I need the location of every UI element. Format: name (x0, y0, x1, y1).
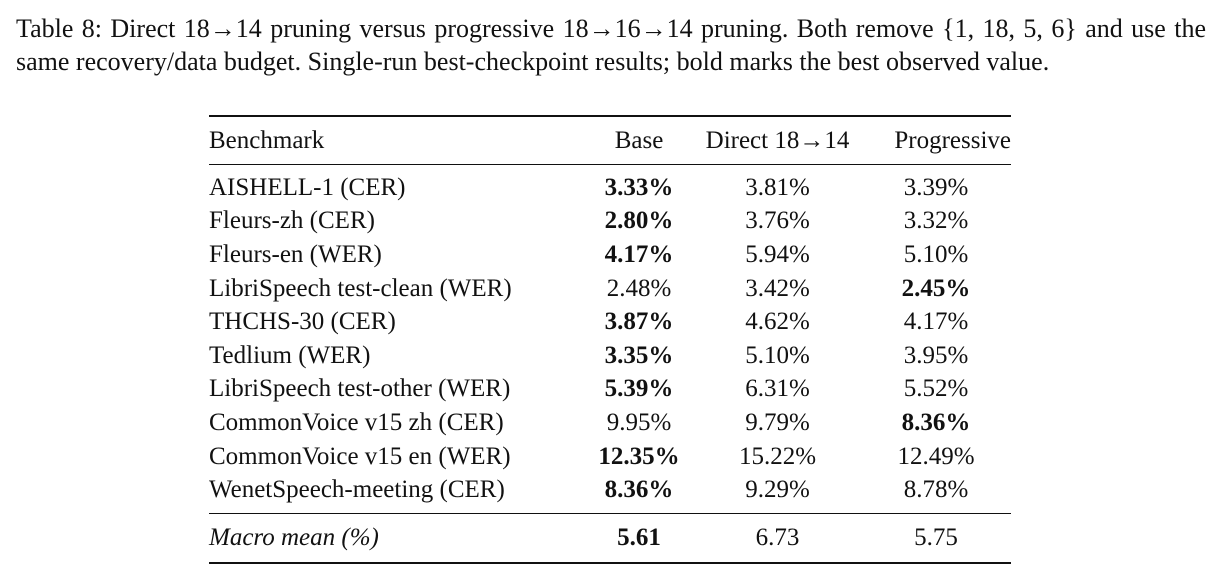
results-table: Benchmark Base Direct 18→14 Progressive … (209, 115, 1011, 564)
cell-benchmark: CommonVoice v15 zh (CER) (209, 408, 504, 436)
cell-direct: 9.79% (745, 408, 810, 436)
cell-benchmark: Tedlium (WER) (209, 341, 371, 369)
cell-base: 2.80% (604, 207, 674, 235)
header-direct: Direct 18→14 (694, 115, 861, 165)
cell-direct: 5.94% (745, 240, 810, 268)
cell-benchmark: LibriSpeech test-other (WER) (209, 375, 511, 403)
header-progressive: Progressive (861, 115, 1011, 165)
cell-benchmark: CommonVoice v15 en (WER) (209, 442, 511, 470)
macro-mean-base: 5.61 (584, 512, 694, 564)
cell-base: 8.36% (604, 476, 674, 504)
cell-base: 3.33% (604, 173, 674, 201)
cell-progressive: 8.78% (903, 476, 969, 504)
cell-benchmark: LibriSpeech test-clean (WER) (209, 274, 512, 302)
table-row: AISHELL-1 (CER) 3.33% 3.81% 3.39% (209, 165, 1011, 205)
cell-direct: 5.10% (745, 341, 810, 369)
cell-direct: 9.29% (745, 476, 810, 504)
cell-progressive: 5.52% (903, 375, 969, 403)
macro-mean-direct: 6.73 (694, 512, 861, 564)
cell-progressive: 3.95% (903, 341, 969, 369)
header-base: Base (584, 115, 694, 165)
table-row: Fleurs-zh (CER) 2.80% 3.76% 3.32% (209, 205, 1011, 239)
cell-base: 4.17% (604, 240, 674, 268)
macro-mean-label: Macro mean (%) (209, 512, 584, 564)
cell-base: 3.87% (604, 308, 674, 336)
table-caption: Table 8: Direct 18→14 pruning versus pro… (16, 14, 1206, 76)
table-row: THCHS-30 (CER) 3.87% 4.62% 4.17% (209, 305, 1011, 339)
cell-progressive: 2.45% (901, 274, 971, 302)
cell-progressive: 3.32% (903, 207, 969, 235)
cell-benchmark: Fleurs-zh (CER) (209, 207, 375, 235)
macro-mean-row: Macro mean (%) 5.61 6.73 5.75 (209, 512, 1011, 564)
cell-direct: 3.81% (745, 173, 810, 201)
macro-mean-progressive: 5.75 (861, 512, 1011, 564)
cell-benchmark: AISHELL-1 (CER) (209, 173, 406, 201)
cell-progressive: 8.36% (901, 408, 971, 436)
table-row: Fleurs-en (WER) 4.17% 5.94% 5.10% (209, 238, 1011, 272)
cell-base: 9.95% (606, 408, 672, 436)
cell-base: 12.35% (598, 442, 680, 470)
table-row: LibriSpeech test-clean (WER) 2.48% 3.42%… (209, 272, 1011, 306)
table-row: WenetSpeech-meeting (CER) 8.36% 9.29% 8.… (209, 473, 1011, 513)
table-row: CommonVoice v15 zh (CER) 9.95% 9.79% 8.3… (209, 406, 1011, 440)
cell-progressive: 4.17% (903, 308, 969, 336)
table-row: Tedlium (WER) 3.35% 5.10% 3.95% (209, 339, 1011, 373)
cell-base: 3.35% (604, 341, 674, 369)
table-row: CommonVoice v15 en (WER) 12.35% 15.22% 1… (209, 440, 1011, 474)
table-header-row: Benchmark Base Direct 18→14 Progressive (209, 115, 1011, 165)
results-table-container: Benchmark Base Direct 18→14 Progressive … (209, 115, 1011, 564)
cell-progressive: 12.49% (897, 442, 975, 470)
cell-base: 2.48% (606, 274, 672, 302)
cell-direct: 15.22% (738, 442, 817, 470)
cell-direct: 3.76% (745, 207, 810, 235)
cell-base: 5.39% (604, 375, 674, 403)
cell-direct: 3.42% (745, 274, 810, 302)
cell-progressive: 5.10% (903, 240, 969, 268)
cell-progressive: 3.39% (903, 173, 969, 201)
cell-direct: 4.62% (745, 308, 810, 336)
cell-benchmark: WenetSpeech-meeting (CER) (209, 476, 505, 504)
cell-direct: 6.31% (745, 375, 810, 403)
cell-benchmark: Fleurs-en (WER) (209, 240, 382, 268)
table-row: LibriSpeech test-other (WER) 5.39% 6.31%… (209, 373, 1011, 407)
header-benchmark: Benchmark (209, 115, 584, 165)
cell-benchmark: THCHS-30 (CER) (209, 308, 396, 336)
